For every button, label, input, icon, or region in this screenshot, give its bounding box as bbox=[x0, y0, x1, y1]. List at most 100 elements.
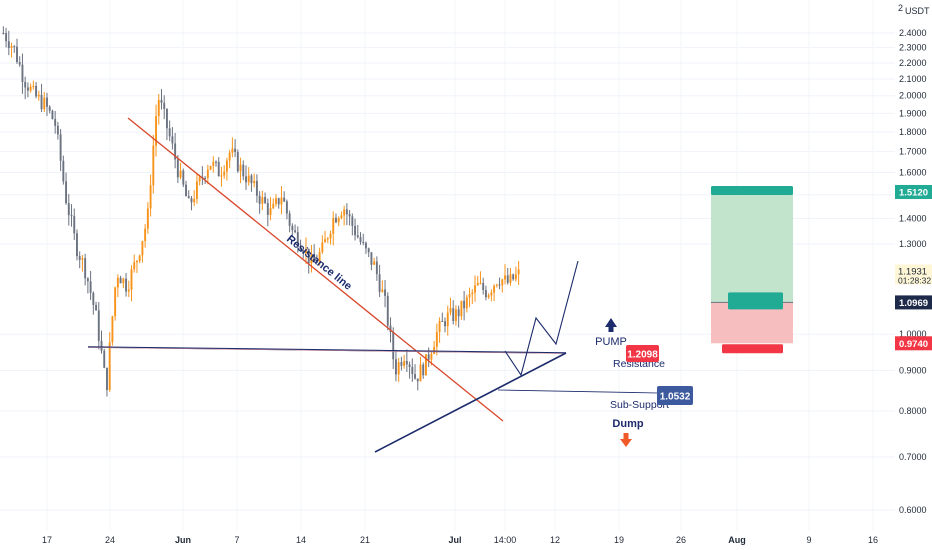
position-profit-zone[interactable] bbox=[711, 191, 793, 303]
candle-body bbox=[408, 364, 411, 368]
candle-body bbox=[405, 361, 408, 365]
y-axis[interactable]: 2 USDT 2.4000 2.3000 2.2000 2.1000 2.0000 1.900… bbox=[895, 3, 932, 515]
resistance-price-tag-bg bbox=[626, 345, 659, 362]
candle-body bbox=[46, 97, 48, 107]
candle-body bbox=[106, 367, 108, 391]
candle-body bbox=[305, 248, 307, 254]
position-target-badge bbox=[711, 185, 793, 195]
projected-path[interactable] bbox=[504, 260, 579, 377]
candle-body bbox=[403, 361, 406, 366]
x-tick-label: Aug bbox=[728, 535, 746, 545]
candle-body bbox=[73, 216, 76, 234]
resistance-price-tag-text: 1.2098 bbox=[627, 350, 658, 361]
y-tick-label: 2.2000 bbox=[899, 58, 927, 68]
candle-body bbox=[182, 170, 185, 185]
axis-tag-entry[interactable]: 1.0969 bbox=[895, 295, 932, 310]
candle-body bbox=[506, 275, 509, 283]
ascending-support-line[interactable] bbox=[374, 352, 567, 453]
candle-body bbox=[228, 152, 231, 161]
candle-body bbox=[92, 292, 95, 305]
candle-body bbox=[212, 161, 215, 166]
candle-body bbox=[400, 362, 403, 366]
candle-body bbox=[16, 46, 18, 63]
x-tick-label: 24 bbox=[105, 535, 115, 545]
candle-body bbox=[283, 197, 286, 202]
candle-body bbox=[250, 175, 253, 184]
y-tick-label: 1.0000 bbox=[899, 329, 927, 339]
x-tick-label: 12 bbox=[550, 535, 560, 545]
candle-body bbox=[174, 143, 177, 160]
sub-support-line[interactable] bbox=[497, 389, 659, 394]
candle-body bbox=[48, 106, 51, 111]
candle-body bbox=[32, 85, 35, 87]
resistance-price-tag[interactable]: 1.2098 bbox=[626, 345, 659, 362]
candle-body bbox=[29, 86, 32, 91]
candle-body bbox=[394, 359, 397, 375]
y-tick-label: 1.7000 bbox=[899, 147, 927, 157]
candle-body bbox=[245, 176, 247, 183]
position-stop-badge bbox=[722, 344, 783, 354]
candle-body bbox=[468, 294, 471, 298]
candle-body bbox=[37, 94, 40, 97]
candle-body bbox=[51, 110, 54, 120]
candle-body bbox=[62, 160, 65, 182]
candle-body bbox=[285, 201, 288, 214]
resistance-trendline[interactable] bbox=[127, 117, 504, 422]
x-tick-label: 19 bbox=[614, 535, 624, 545]
candle-body bbox=[318, 252, 321, 263]
candle-body bbox=[187, 196, 190, 199]
candle-body bbox=[138, 255, 141, 261]
candle-body bbox=[310, 255, 313, 264]
x-tick-label: 14 bbox=[296, 535, 306, 545]
candle-body bbox=[501, 279, 504, 286]
candle-body bbox=[313, 255, 316, 262]
candle-body bbox=[13, 46, 16, 48]
candle-body bbox=[343, 209, 346, 216]
candle-body bbox=[370, 252, 373, 265]
candle-body bbox=[465, 297, 468, 309]
candle-body bbox=[144, 228, 147, 242]
sub-support-price-tag[interactable]: 1.0532 bbox=[657, 386, 693, 405]
candle-body bbox=[234, 148, 237, 153]
candle-body bbox=[474, 285, 476, 293]
axis-tag-target[interactable]: 1.5120 bbox=[895, 184, 932, 199]
axis-tag-stop-text: 0.9740 bbox=[899, 339, 928, 350]
candle-body bbox=[146, 208, 149, 229]
x-axis[interactable]: 17 24 Jun 7 14 21 Jul 14:00 12 19 26 Aug 9 16 bbox=[42, 535, 878, 545]
candle-body bbox=[255, 180, 258, 196]
candle-body bbox=[332, 217, 335, 234]
candle-body bbox=[362, 242, 365, 244]
candle-body bbox=[97, 310, 100, 341]
resistance-horizontal-line[interactable] bbox=[87, 346, 567, 354]
candle-body bbox=[54, 119, 57, 126]
candle-body bbox=[59, 134, 62, 161]
candle-body bbox=[122, 278, 125, 284]
candle-body bbox=[261, 197, 264, 204]
candle-body bbox=[365, 242, 367, 249]
candle-body bbox=[86, 278, 89, 282]
candle-body bbox=[258, 195, 261, 204]
candle-body bbox=[223, 171, 226, 176]
candle-body bbox=[21, 64, 24, 82]
candle-body bbox=[375, 261, 378, 275]
candle-body bbox=[135, 260, 138, 263]
candle-body bbox=[114, 287, 117, 317]
position-tool[interactable] bbox=[711, 185, 793, 354]
axis-tag-stop-bg bbox=[895, 336, 932, 351]
candle-body bbox=[296, 232, 299, 248]
axis-tag-stop[interactable]: 0.9740 bbox=[895, 336, 932, 351]
candle-body bbox=[367, 248, 370, 253]
candle-body bbox=[460, 300, 463, 317]
candle-body bbox=[81, 258, 84, 260]
candle-body bbox=[78, 256, 81, 260]
sub-support-price-tag-bg bbox=[657, 386, 693, 405]
dump-arrow-icon bbox=[620, 433, 632, 447]
candle-body bbox=[168, 128, 171, 137]
candle-body bbox=[435, 332, 438, 347]
candle-body bbox=[215, 161, 217, 163]
candle-body bbox=[171, 136, 174, 144]
candle-body bbox=[495, 284, 498, 286]
candle-body bbox=[26, 87, 29, 91]
